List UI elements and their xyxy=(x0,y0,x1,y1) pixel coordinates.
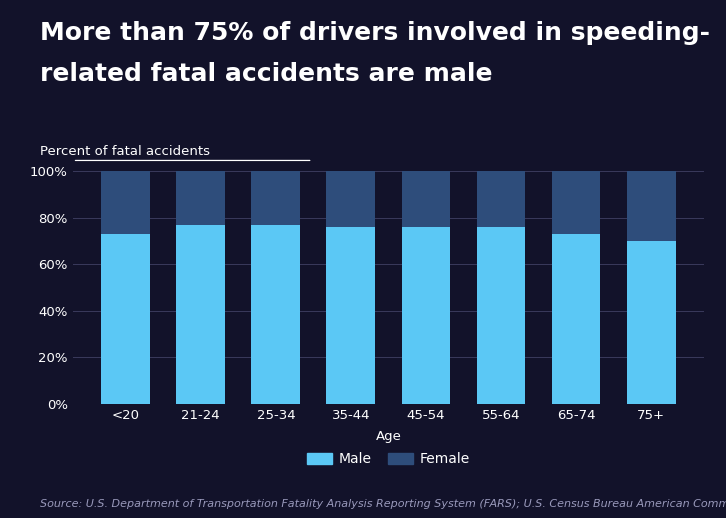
Bar xyxy=(476,227,526,404)
Bar xyxy=(176,225,225,404)
Bar xyxy=(327,227,375,404)
Bar xyxy=(401,171,450,227)
Bar xyxy=(327,171,375,227)
Text: related fatal accidents are male: related fatal accidents are male xyxy=(40,62,492,86)
Legend: Male, Female: Male, Female xyxy=(301,447,476,472)
Bar xyxy=(401,227,450,404)
Bar xyxy=(476,171,526,227)
Bar xyxy=(251,171,301,225)
Bar xyxy=(627,241,675,404)
Bar xyxy=(102,234,150,404)
X-axis label: Age: Age xyxy=(375,430,401,443)
Bar xyxy=(627,171,675,241)
Text: Percent of fatal accidents: Percent of fatal accidents xyxy=(40,145,210,158)
Bar xyxy=(552,171,600,234)
Text: Source: U.S. Department of Transportation Fatality Analysis Reporting System (FA: Source: U.S. Department of Transportatio… xyxy=(40,499,726,509)
Bar xyxy=(251,225,301,404)
Bar xyxy=(552,234,600,404)
Bar xyxy=(176,171,225,225)
Bar xyxy=(102,171,150,234)
Text: More than 75% of drivers involved in speeding-: More than 75% of drivers involved in spe… xyxy=(40,21,710,45)
